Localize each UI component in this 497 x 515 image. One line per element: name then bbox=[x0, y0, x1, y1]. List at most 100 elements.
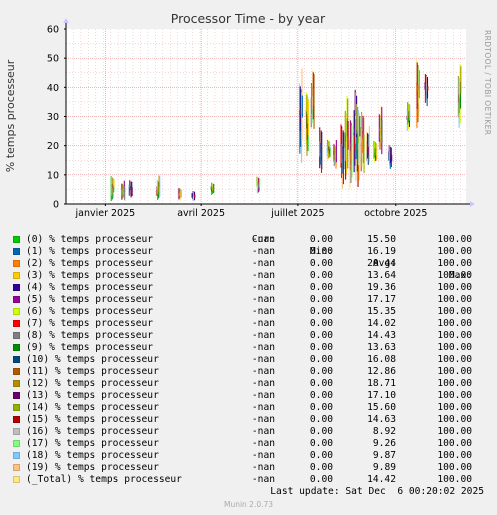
x-tick-label: janvier 2025 bbox=[75, 208, 136, 219]
legend-min: 0.00 bbox=[309, 270, 333, 281]
legend-swatch bbox=[13, 392, 20, 399]
legend-name: (8) % temps processeur bbox=[26, 330, 154, 341]
watermark: RRDTOOL / TOBI OETIKER bbox=[483, 30, 492, 135]
legend-name: (18) % temps processeur bbox=[26, 450, 159, 461]
legend-name: (13) % temps processeur bbox=[26, 390, 159, 401]
legend-swatch bbox=[13, 416, 20, 423]
data-burst bbox=[424, 73, 429, 107]
y-tick-label: 30 bbox=[47, 112, 59, 123]
legend-min: 0.00 bbox=[309, 282, 333, 293]
x-tick-label: juillet 2025 bbox=[270, 208, 324, 219]
legend-min: 0.00 bbox=[309, 246, 333, 257]
legend-swatch bbox=[13, 476, 20, 483]
legend-row: (19) % temps processeur -nan 0.00 9.89 100.0… bbox=[12, 462, 492, 474]
legend-cur: -nan bbox=[251, 462, 275, 473]
col-avg-header: Avg: bbox=[372, 258, 396, 269]
legend-max: 100.00 bbox=[437, 270, 472, 281]
legend-min: 0.00 bbox=[309, 414, 333, 425]
legend-min: 0.00 bbox=[309, 390, 333, 401]
legend-min: 0.00 bbox=[309, 438, 333, 449]
legend-cur: -nan bbox=[251, 414, 275, 425]
legend-avg: 9.26 bbox=[372, 438, 396, 449]
data-burst bbox=[360, 111, 365, 173]
data-burst bbox=[378, 105, 383, 155]
data-burst bbox=[110, 176, 115, 202]
data-burst bbox=[310, 70, 315, 129]
data-burst bbox=[121, 180, 126, 201]
legend-swatch bbox=[13, 332, 20, 339]
data-burst bbox=[128, 180, 133, 198]
y-tick-label: 10 bbox=[47, 170, 59, 181]
legend-min: 0.00 bbox=[309, 462, 333, 473]
legend-min: 0.00 bbox=[309, 318, 333, 329]
legend-avg: 14.42 bbox=[367, 474, 396, 485]
legend-max: 100.00 bbox=[437, 246, 472, 257]
legend-max: 100.00 bbox=[437, 282, 472, 293]
legend-row: (16) % temps processeur -nan 0.00 8.92 100.0… bbox=[12, 426, 492, 438]
legend: Cur: Min: Avg: Max: (0) % temps processe… bbox=[12, 222, 492, 486]
legend-max: 100.00 bbox=[437, 462, 472, 473]
legend-max: 100.00 bbox=[437, 330, 472, 341]
legend-name: (14) % temps processeur bbox=[26, 402, 159, 413]
legend-min: 0.00 bbox=[309, 354, 333, 365]
legend-row: (_Total) % temps processeur -nan 0.00 14.42… bbox=[12, 474, 492, 486]
legend-swatch bbox=[13, 236, 20, 243]
legend-swatch bbox=[13, 440, 20, 447]
data-burst bbox=[298, 68, 303, 163]
data-marks bbox=[110, 59, 462, 202]
legend-min: 0.00 bbox=[309, 294, 333, 305]
legend-cur: -nan bbox=[251, 306, 275, 317]
legend-max: 100.00 bbox=[437, 258, 472, 269]
legend-swatch bbox=[13, 272, 20, 279]
legend-name: (12) % temps processeur bbox=[26, 378, 159, 389]
x-axis-arrow bbox=[470, 201, 475, 207]
legend-max: 100.00 bbox=[437, 402, 472, 413]
col-cur-header: Cur: bbox=[251, 234, 275, 245]
legend-min: 0.00 bbox=[309, 258, 333, 269]
legend-cur: -nan bbox=[251, 390, 275, 401]
legend-min: 0.00 bbox=[309, 330, 333, 341]
legend-avg: 18.71 bbox=[367, 378, 396, 389]
legend-avg: 14.43 bbox=[367, 330, 396, 341]
legend-swatch bbox=[13, 464, 20, 471]
legend-swatch bbox=[13, 260, 20, 267]
data-burst bbox=[210, 182, 215, 195]
legend-avg: 15.35 bbox=[367, 306, 396, 317]
legend-swatch bbox=[13, 308, 20, 315]
legend-name: (4) % temps processeur bbox=[26, 282, 154, 293]
y-axis-label: % temps processeur bbox=[4, 59, 17, 172]
legend-avg: 20.44 bbox=[367, 258, 396, 269]
legend-avg: 14.02 bbox=[367, 318, 396, 329]
legend-header: Cur: Min: Avg: Max: bbox=[12, 222, 492, 281]
legend-row: (5) % temps processeur -nan 0.00 17.17 100.0… bbox=[12, 294, 492, 306]
legend-max: 100.00 bbox=[437, 414, 472, 425]
legend-row: (4) % temps processeur -nan 0.00 19.36 100.0… bbox=[12, 282, 492, 294]
y-tick-label: 40 bbox=[47, 83, 59, 94]
y-tick-label: 20 bbox=[47, 141, 59, 152]
legend-row: (0) % temps processeur -nan 0.00 15.50 100.0… bbox=[12, 234, 492, 246]
legend-max: 100.00 bbox=[437, 306, 472, 317]
y-axis-arrow bbox=[63, 18, 69, 23]
data-burst bbox=[326, 139, 331, 160]
legend-cur: -nan bbox=[251, 318, 275, 329]
legend-avg: 8.92 bbox=[372, 426, 396, 437]
data-burst bbox=[344, 96, 349, 180]
legend-row: (2) % temps processeur -nan 0.00 20.44 100.0… bbox=[12, 258, 492, 270]
legend-swatch bbox=[13, 344, 20, 351]
x-tick-label: octobre 2025 bbox=[364, 208, 427, 219]
col-min-header: Min: bbox=[309, 246, 333, 257]
legend-avg: 17.10 bbox=[367, 390, 396, 401]
legend-avg: 9.89 bbox=[372, 462, 396, 473]
legend-swatch bbox=[13, 452, 20, 459]
chart: Processor Time - by year % temps process… bbox=[4, 11, 492, 219]
legend-cur: -nan bbox=[251, 258, 275, 269]
legend-max: 100.00 bbox=[437, 366, 472, 377]
legend-name: (15) % temps processeur bbox=[26, 414, 159, 425]
legend-min: 0.00 bbox=[309, 426, 333, 437]
legend-avg: 15.60 bbox=[367, 402, 396, 413]
data-burst bbox=[366, 126, 370, 165]
legend-max: 100.00 bbox=[437, 318, 472, 329]
legend-name: (3) % temps processeur bbox=[26, 270, 154, 281]
data-burst bbox=[457, 64, 462, 128]
legend-avg: 13.63 bbox=[367, 342, 396, 353]
